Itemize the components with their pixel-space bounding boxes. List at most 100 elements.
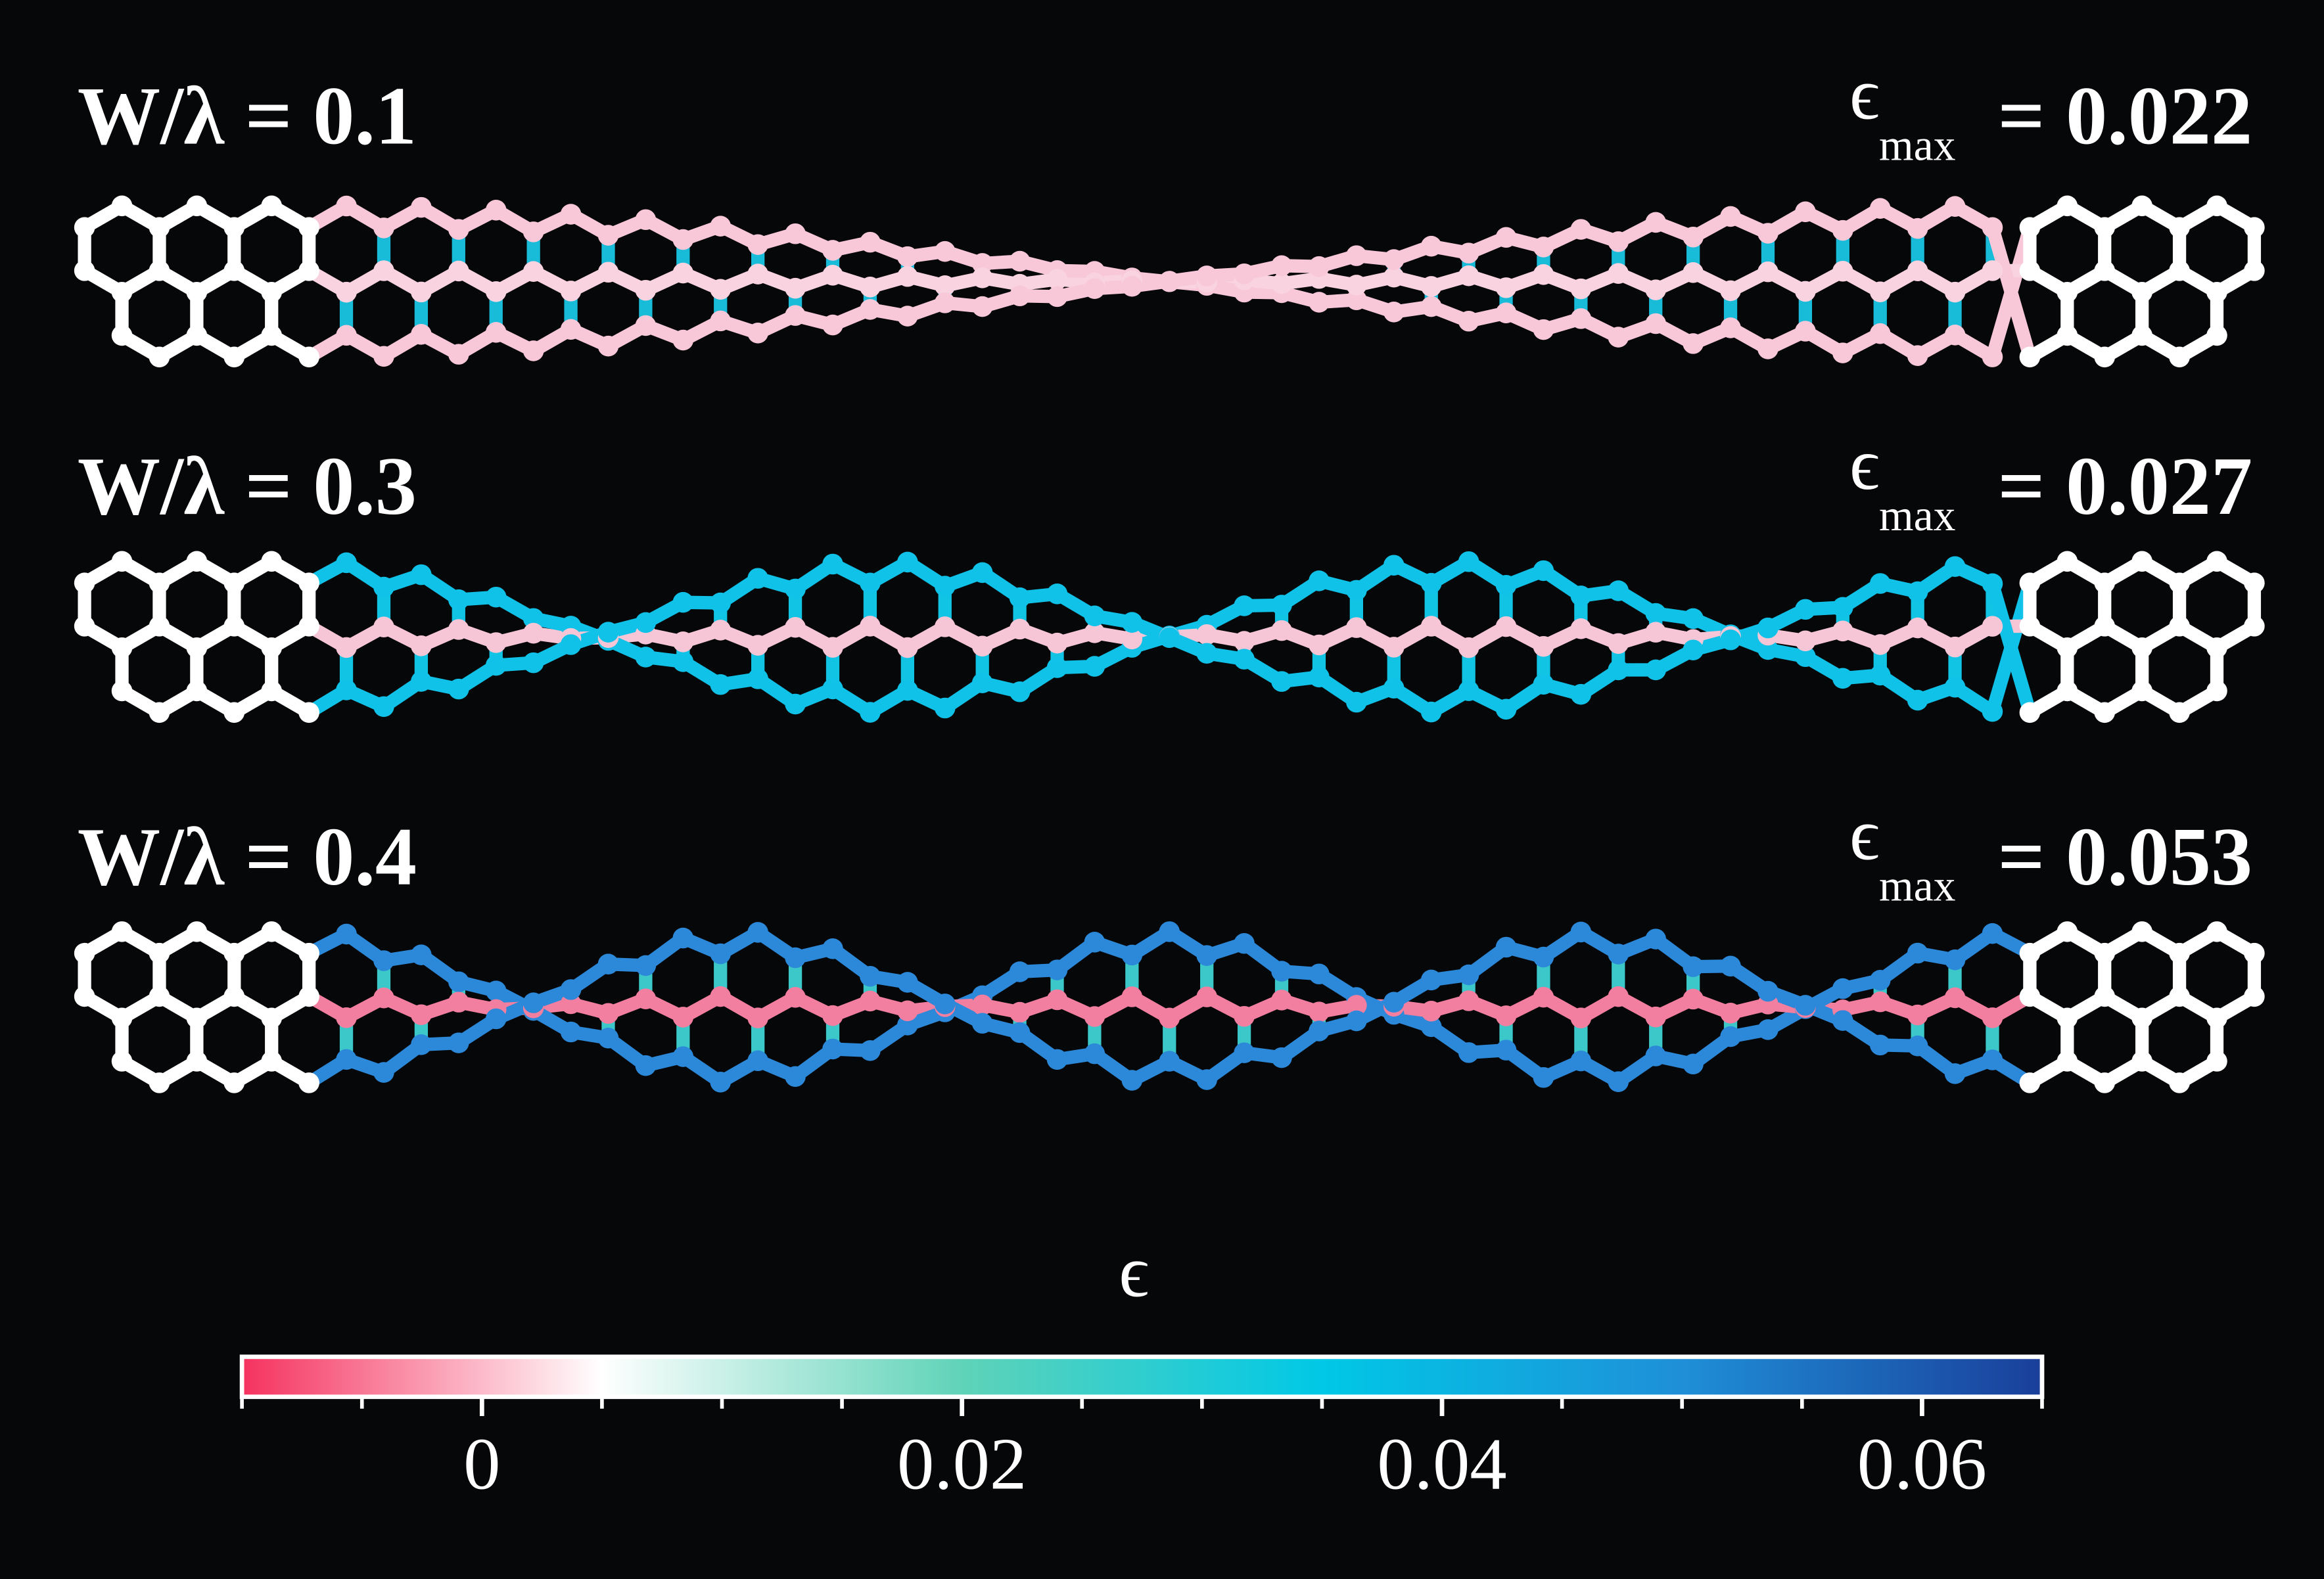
atom [1009, 681, 1031, 702]
atom [1458, 680, 1479, 701]
atom [1495, 1040, 1517, 1061]
atom [1458, 265, 1479, 286]
atom [747, 323, 768, 344]
atom [74, 942, 95, 964]
atom [1196, 1069, 1217, 1090]
atom [2131, 281, 2152, 303]
atom [1907, 1004, 1928, 1026]
atom [1084, 656, 1105, 677]
atom [1869, 281, 1891, 302]
atom [261, 195, 282, 217]
atom [2169, 616, 2190, 637]
atom [1121, 628, 1143, 650]
atom [822, 240, 843, 261]
atom [672, 229, 694, 250]
strain-symbol: ϵ [1849, 53, 1880, 135]
atom [1420, 235, 1442, 257]
atom [1982, 346, 2003, 367]
atom [261, 325, 282, 346]
atom [1795, 281, 1816, 302]
atom [2057, 1007, 2078, 1029]
atom [1757, 639, 1778, 660]
atom [1196, 945, 1217, 966]
atom [635, 1055, 657, 1076]
atom [373, 616, 394, 637]
atom [672, 329, 694, 351]
atom [934, 616, 956, 637]
atom [1645, 313, 1666, 334]
atom [1420, 701, 1442, 723]
atom [897, 246, 918, 267]
atom [373, 950, 394, 971]
atom [261, 281, 282, 303]
atom [411, 281, 432, 303]
atom [1795, 630, 1816, 652]
atom [860, 277, 881, 298]
atom [710, 943, 732, 965]
atom [971, 672, 993, 694]
atom [1458, 1042, 1479, 1063]
atom [485, 1008, 507, 1030]
atom [1944, 677, 1966, 698]
atom [672, 651, 694, 672]
atom [1346, 275, 1367, 296]
atom [1159, 1051, 1180, 1072]
atom [785, 693, 806, 715]
atom [1944, 949, 1966, 971]
atom [1795, 201, 1816, 223]
atom [1495, 1005, 1517, 1026]
atom [1121, 986, 1143, 1007]
atom [897, 306, 918, 327]
atom [448, 219, 469, 240]
atom [1570, 219, 1592, 240]
atom [523, 261, 544, 282]
atom [1495, 302, 1517, 323]
atom [1869, 664, 1891, 686]
atom [2131, 325, 2152, 346]
atom [971, 562, 993, 584]
atom [1832, 219, 1853, 241]
atom [2019, 260, 2041, 281]
atom [2206, 1051, 2227, 1072]
atom [298, 217, 319, 238]
atom [1046, 1049, 1068, 1070]
atom [336, 552, 357, 574]
atom [1346, 1010, 1367, 1032]
atom [149, 346, 170, 368]
atom [1944, 556, 1966, 577]
panel-label: W/λ = 0.3 [78, 441, 417, 532]
atom [635, 315, 657, 336]
atom [523, 608, 544, 629]
atom [2206, 680, 2227, 702]
atom [1907, 689, 1928, 711]
atom [785, 947, 806, 969]
colorbar-label: ϵ [1119, 1231, 1149, 1312]
atom [560, 319, 582, 340]
atom [897, 1000, 918, 1022]
atom [747, 234, 768, 255]
atom [1234, 649, 1255, 670]
atom [373, 1062, 394, 1083]
atom [149, 702, 170, 723]
atom [1383, 677, 1405, 699]
atom [186, 551, 208, 572]
atom [523, 221, 544, 242]
atom [1683, 226, 1704, 248]
atom [2019, 702, 2041, 723]
atom [1570, 308, 1592, 329]
atom [223, 702, 245, 723]
atom [261, 1051, 282, 1072]
atom [1757, 980, 1778, 1002]
atom [822, 314, 843, 336]
atom [1683, 1053, 1704, 1075]
atom [373, 987, 394, 1009]
atom [971, 267, 993, 288]
atom [1720, 206, 1741, 227]
atom [1533, 674, 1554, 695]
atom [934, 697, 956, 719]
atom [1533, 560, 1554, 582]
atom [523, 652, 544, 674]
atom [298, 942, 319, 964]
